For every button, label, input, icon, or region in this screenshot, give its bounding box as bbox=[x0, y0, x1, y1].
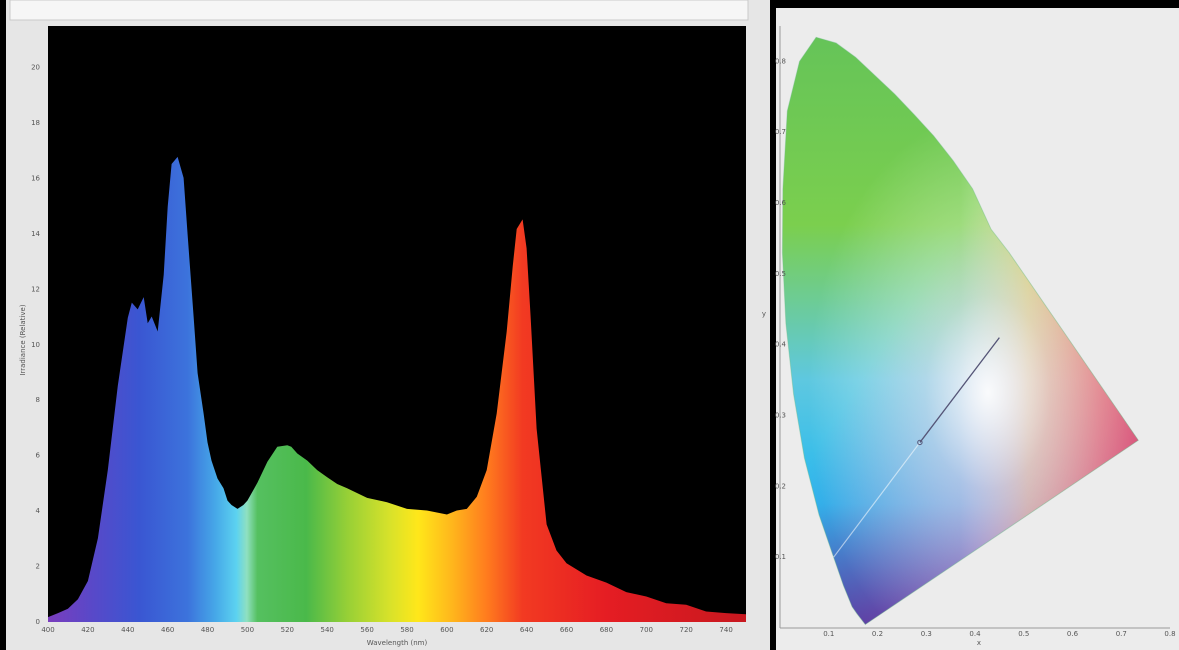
cie-y-tick-label: 0.5 bbox=[775, 270, 786, 278]
cie-y-tick-label: 0.1 bbox=[775, 553, 786, 561]
spectrum-x-ticks: 400 420 440 460 480 500 520 540 560 580 600 620 640 6… bbox=[41, 626, 732, 634]
spectrum-x-tick-label: 460 bbox=[161, 626, 174, 634]
spectrum-x-tick-label: 640 bbox=[520, 626, 533, 634]
spectrum-x-tick-label: 520 bbox=[281, 626, 294, 634]
spectrum-y-tick-label: 10 bbox=[31, 341, 40, 349]
spectrum-x-tick-label: 660 bbox=[560, 626, 573, 634]
cie-y-tick-label: 0.4 bbox=[775, 341, 787, 349]
spectrum-x-tick-label: 620 bbox=[480, 626, 493, 634]
cie-x-tick-label: 0.1 bbox=[823, 630, 834, 638]
top-toolbar-strip bbox=[9, 0, 749, 21]
cie-x-tick-label: 0.5 bbox=[1018, 630, 1029, 638]
cie-x-tick-label: 0.6 bbox=[1067, 630, 1079, 638]
cie-chromaticity-point bbox=[917, 439, 923, 446]
cie-x-tick-label: 0.3 bbox=[921, 630, 932, 638]
spectrum-x-tick-label: 680 bbox=[600, 626, 613, 634]
spectrum-x-tick-label: 600 bbox=[440, 626, 453, 634]
spectrum-x-axis-title: Wavelength (nm) bbox=[367, 639, 428, 647]
spectrum-x-tick-label: 560 bbox=[360, 626, 373, 634]
spectrum-x-tick-label: 580 bbox=[400, 626, 413, 634]
cie-x-tick-label: 0.8 bbox=[1164, 630, 1175, 638]
cie-y-tick-label: 0.8 bbox=[775, 57, 786, 65]
cie-spectral-locus bbox=[781, 36, 1139, 626]
spectrum-y-tick-label: 6 bbox=[36, 452, 41, 460]
cie-x-tick-label: 0.4 bbox=[969, 630, 981, 638]
spectrum-y-tick-label: 2 bbox=[36, 563, 40, 571]
cie-points bbox=[917, 439, 923, 446]
spectrum-y-tick-label: 12 bbox=[31, 285, 40, 293]
spectrum-x-tick-label: 420 bbox=[81, 626, 94, 634]
spectrum-y-tick-label: 14 bbox=[31, 230, 40, 238]
cie-x-tick-label: 0.2 bbox=[872, 630, 883, 638]
spectrum-y-tick-label: 18 bbox=[31, 119, 40, 127]
cie-x-axis-title: x bbox=[977, 639, 981, 647]
cie-y-axis-title: y bbox=[762, 310, 766, 318]
cie-y-ticks: 0.1 0.2 0.3 0.4 0.5 0.6 0.7 0.8 bbox=[775, 57, 787, 561]
cie-y-tick-label: 0.2 bbox=[775, 482, 786, 490]
cie-y-tick-label: 0.7 bbox=[775, 128, 786, 136]
spectrum-x-tick-label: 400 bbox=[41, 626, 54, 634]
spectrum-x-tick-label: 700 bbox=[640, 626, 653, 634]
spectrum-y-tick-label: 16 bbox=[31, 175, 40, 183]
spectrum-y-tick-label: 0 bbox=[36, 618, 40, 626]
cie-x-ticks: 0.1 0.2 0.3 0.4 0.5 0.6 0.7 0.8 bbox=[823, 630, 1175, 638]
cie-x-tick-label: 0.7 bbox=[1116, 630, 1127, 638]
spectrum-x-tick-label: 540 bbox=[321, 626, 334, 634]
spectrum-y-tick-label: 20 bbox=[31, 64, 40, 72]
cie-y-tick-label: 0.3 bbox=[775, 412, 786, 420]
spectrum-x-tick-label: 740 bbox=[719, 626, 732, 634]
spectrum-x-tick-label: 440 bbox=[121, 626, 134, 634]
spectrum-x-tick-label: 480 bbox=[201, 626, 214, 634]
spectrum-area-series bbox=[48, 156, 746, 622]
spectrum-y-axis-title: Irradiance (Relative) bbox=[19, 304, 27, 375]
spectrum-y-ticks: 0 2 4 6 8 10 12 14 16 18 20 bbox=[31, 64, 40, 626]
spectrum-x-tick-label: 500 bbox=[241, 626, 254, 634]
spectrum-chart: 0 2 4 6 8 10 12 14 16 18 20 400 420 440 460 480 500 520 5… bbox=[19, 26, 746, 647]
spectrum-y-tick-label: 4 bbox=[36, 507, 41, 515]
cie-y-tick-label: 0.6 bbox=[775, 199, 787, 207]
spectrum-x-tick-label: 720 bbox=[680, 626, 693, 634]
spectrum-y-tick-label: 8 bbox=[36, 396, 40, 404]
cie-white-line bbox=[833, 442, 921, 558]
cie-isotemperature-line bbox=[919, 337, 1000, 443]
